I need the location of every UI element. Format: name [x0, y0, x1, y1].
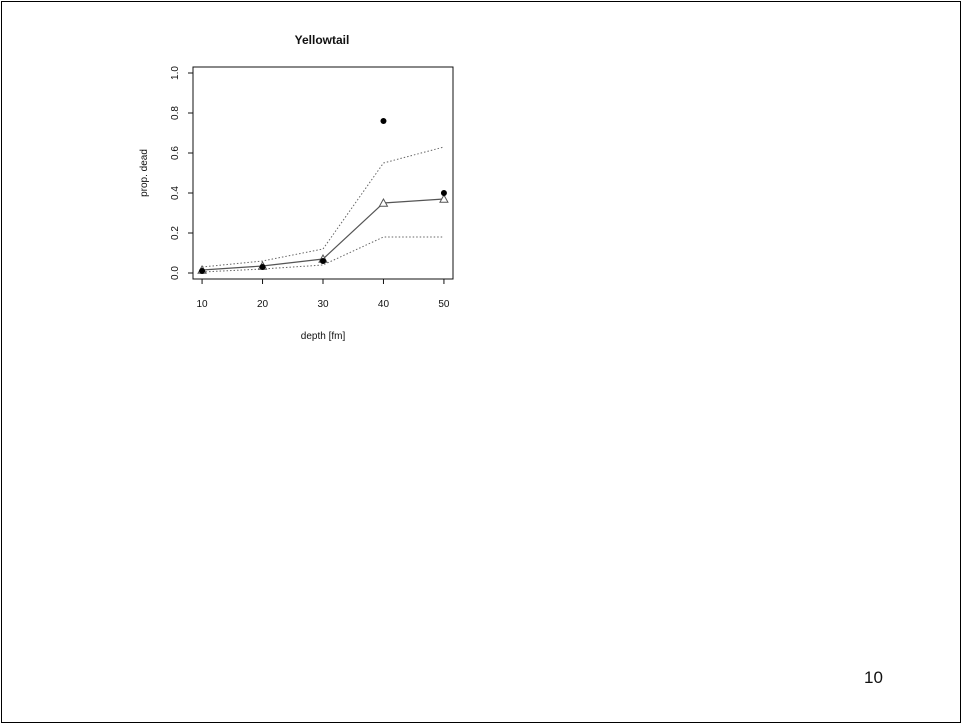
y-tick-label: 0.4: [170, 186, 181, 200]
observed-point: [320, 258, 326, 264]
x-axis-label: depth [fm]: [301, 331, 346, 342]
y-tick-label: 0.6: [170, 146, 181, 160]
x-tick-label: 10: [197, 299, 209, 310]
y-tick-label: 0.2: [170, 226, 181, 240]
x-tick-label: 40: [378, 299, 390, 310]
page-number: 10: [864, 668, 883, 687]
fitted-point-marker: [378, 197, 389, 207]
lower-bound-line: [202, 236, 444, 273]
observed-point: [380, 118, 387, 124]
chart-title: Yellowtail: [295, 33, 350, 47]
y-tick-label: 0.0: [170, 266, 181, 280]
x-tick-label: 50: [438, 299, 450, 310]
plot-frame: [192, 66, 454, 280]
plot-layer: 10 20 30 40 50 0.0 0.2 0.4 0.6 0.8 1.0: [170, 66, 450, 310]
upper-bound-line: [202, 146, 445, 268]
x-tick-label: 20: [257, 299, 269, 310]
y-tick-label: 0.8: [170, 106, 181, 120]
y-axis-label: prop. dead: [139, 149, 150, 197]
observed-point: [199, 268, 206, 274]
fitted-point-marker: [439, 193, 449, 203]
observed-point: [259, 264, 266, 270]
y-tick-label: 1.0: [170, 66, 181, 80]
observed-point: [440, 190, 447, 196]
x-tick-label: 30: [317, 299, 329, 310]
